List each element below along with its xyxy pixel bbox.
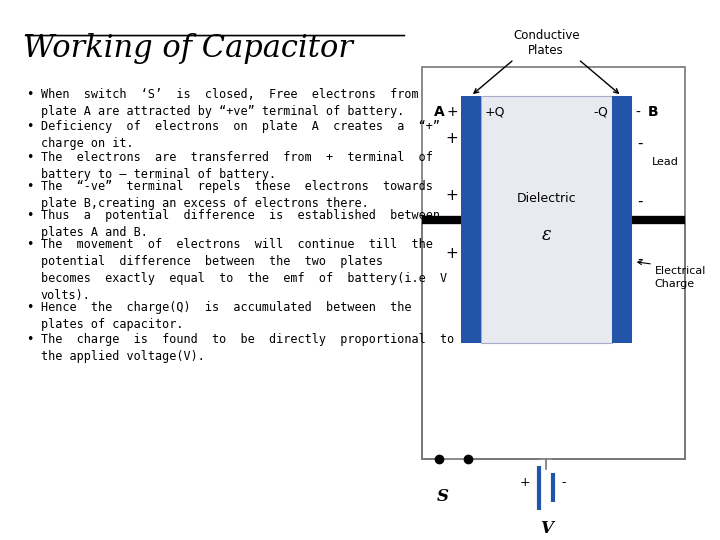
Text: +: + (446, 188, 459, 204)
Text: S: S (437, 488, 449, 504)
Bar (422, 67, 685, 458)
Text: Thus  a  potential  difference  is  established  between
plates A and B.: Thus a potential difference is establish… (40, 209, 439, 239)
Text: The  electrons  are  transferred  from  +  terminal  of
battery to – terminal of: The electrons are transferred from + ter… (40, 151, 433, 181)
Text: -: - (637, 252, 643, 266)
Text: +: + (446, 246, 459, 261)
Text: •: • (27, 88, 34, 101)
Text: +: + (446, 105, 458, 119)
Text: B: B (647, 105, 658, 119)
Text: •: • (27, 120, 34, 133)
Text: •: • (27, 180, 34, 193)
Text: The  movement  of  electrons  will  continue  till  the
potential  difference  b: The movement of electrons will continue … (40, 238, 446, 302)
Text: -Q: -Q (593, 105, 608, 118)
Text: Conductive
Plates: Conductive Plates (513, 29, 580, 57)
Text: +Q: +Q (485, 105, 505, 118)
Text: Working of Capacitor: Working of Capacitor (23, 33, 353, 64)
Text: ε: ε (541, 226, 551, 244)
Bar (612, 96, 631, 343)
Text: A: A (434, 105, 445, 119)
Text: +: + (520, 476, 531, 489)
Text: •: • (27, 151, 34, 164)
Text: Electrical
Charge: Electrical Charge (654, 266, 706, 288)
Text: -: - (635, 105, 640, 119)
Text: •: • (27, 238, 34, 251)
Text: The  “-ve”  terminal  repels  these  electrons  towards
plate B,creating an exce: The “-ve” terminal repels these electron… (40, 180, 433, 210)
Text: Dielectric: Dielectric (516, 192, 576, 205)
Text: When  switch  ‘S’  is  closed,  Free  electrons  from
plate A are attracted by “: When switch ‘S’ is closed, Free electron… (40, 88, 418, 118)
Text: -: - (637, 194, 643, 208)
Text: -: - (637, 136, 643, 151)
Text: Hence  the  charge(Q)  is  accumulated  between  the
plates of capacitor.: Hence the charge(Q) is accumulated betwe… (40, 301, 411, 331)
Text: Deficiency  of  electrons  on  plate  A  creates  a  “+”
charge on it.: Deficiency of electrons on plate A creat… (40, 120, 439, 150)
Text: V: V (540, 520, 553, 537)
Text: -: - (562, 476, 567, 489)
Text: •: • (27, 209, 34, 222)
Text: +: + (446, 131, 459, 146)
Bar (461, 96, 481, 343)
Text: •: • (27, 301, 34, 314)
Bar (481, 96, 612, 343)
Text: Lead: Lead (652, 157, 678, 167)
Text: The  charge  is  found  to  be  directly  proportional  to
the applied voltage(V: The charge is found to be directly propo… (40, 333, 454, 362)
Text: •: • (27, 333, 34, 346)
